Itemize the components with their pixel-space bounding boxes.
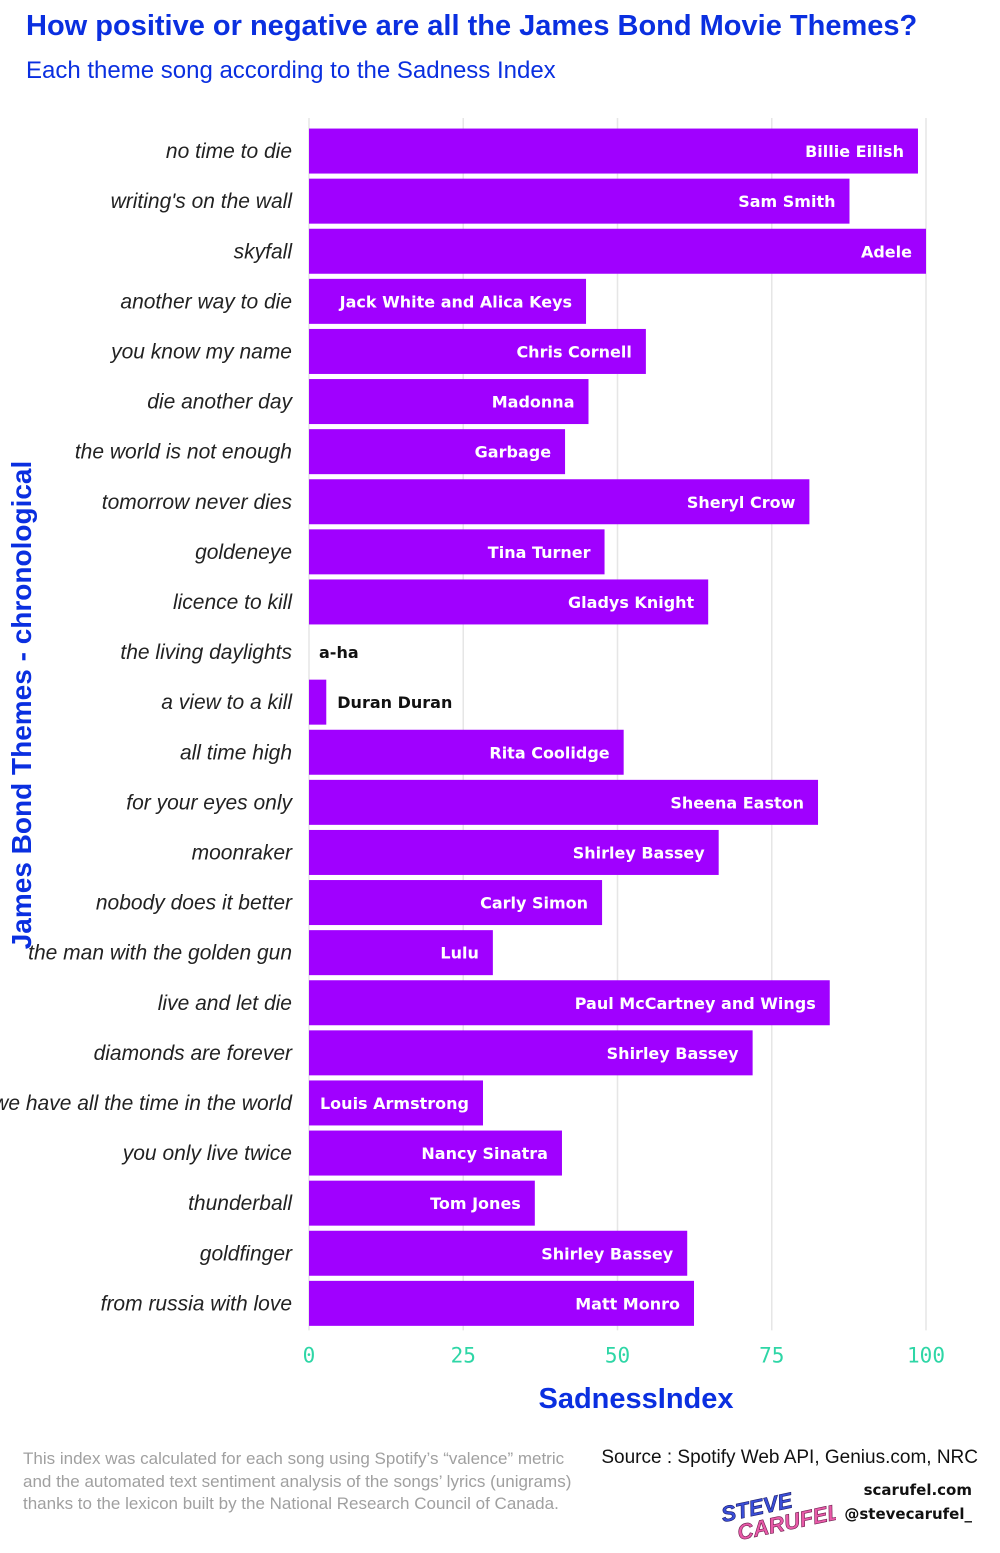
category-label: a view to a kill <box>161 691 293 714</box>
category-label: thunderball <box>188 1192 293 1215</box>
bar <box>309 529 605 575</box>
bar-data-label: Sheena Easton <box>670 793 804 812</box>
bar-data-label: Tina Turner <box>488 543 591 562</box>
category-label: tomorrow never dies <box>102 491 293 514</box>
bar <box>309 1180 535 1226</box>
bar <box>309 880 603 926</box>
bar <box>309 128 918 174</box>
bar-data-label: Matt Monro <box>575 1294 680 1313</box>
bar <box>309 228 926 274</box>
category-label: moonraker <box>192 841 293 864</box>
category-label: the world is not enough <box>75 441 292 464</box>
category-label: skyfall <box>234 240 294 263</box>
x-tick-label: 0 <box>303 1343 316 1367</box>
bar <box>309 1030 753 1076</box>
category-label: another way to die <box>120 290 292 313</box>
bar-data-label: Rita Coolidge <box>489 743 609 762</box>
x-tick-label: 75 <box>759 1343 784 1367</box>
category-label: the living daylights <box>120 641 292 664</box>
data-labels: Billie Eilish Sam Smith Adele Jack White an… <box>319 142 912 1313</box>
x-tick-label: 100 <box>907 1343 945 1367</box>
category-label: die another day <box>147 391 293 414</box>
bar <box>309 178 850 224</box>
bar-data-label: Tom Jones <box>430 1194 521 1213</box>
y-axis-label: James Bond Themes - chronological <box>6 460 37 950</box>
category-label: live and let die <box>158 992 292 1015</box>
bar-chart: no time to die writing's on the wall skyfa… <box>0 118 945 1367</box>
chart-title: How positive or negative are all the Jam… <box>26 10 918 42</box>
bar-data-label: Sam Smith <box>738 192 835 211</box>
bar-data-label: Shirley Bassey <box>541 1244 674 1263</box>
bar-data-label: Paul McCartney and Wings <box>575 994 816 1013</box>
category-label: no time to die <box>166 140 292 163</box>
bar-data-label: Billie Eilish <box>805 142 904 161</box>
bar-data-label: Lulu <box>440 944 478 963</box>
bar-data-label: Jack White and Alica Keys <box>339 292 572 311</box>
category-label: from russia with love <box>101 1292 292 1315</box>
bar <box>309 1130 562 1176</box>
bar <box>309 1280 695 1326</box>
bars <box>309 128 926 1326</box>
category-labels: no time to die writing's on the wall skyfa… <box>0 140 293 1315</box>
bar <box>309 1080 483 1126</box>
bar-data-label: a-ha <box>319 643 359 662</box>
bar-data-label: Chris Cornell <box>516 342 631 361</box>
bar-data-label: Louis Armstrong <box>320 1094 469 1113</box>
bar-data-label: Gladys Knight <box>568 593 695 612</box>
bar-data-label: Madonna <box>492 393 575 412</box>
x-axis-ticks: 0 25 50 75 100 <box>303 1343 945 1367</box>
bar-data-label: Garbage <box>475 443 552 462</box>
bar <box>309 1230 688 1276</box>
category-label: for your eyes only <box>126 791 293 814</box>
social-handle[interactable]: @stevecarufel_ <box>844 1505 972 1523</box>
bar <box>309 328 646 374</box>
methodology-note: This index was calculated for each song … <box>23 1449 572 1513</box>
steve-carufel-logo: STEVE CARUFEL <box>719 1487 836 1540</box>
bar <box>309 829 719 875</box>
bar-data-label: Carly Simon <box>480 894 588 913</box>
bar <box>309 930 493 976</box>
category-label: all time high <box>180 741 292 764</box>
bar-data-label: Shirley Bassey <box>573 843 706 862</box>
website-link[interactable]: scarufel.com <box>863 1481 972 1499</box>
category-label: writing's on the wall <box>111 190 294 213</box>
category-label: the man with the golden gun <box>28 942 292 965</box>
bar <box>309 779 819 825</box>
x-tick-label: 50 <box>605 1343 630 1367</box>
bar <box>309 679 327 725</box>
bar <box>309 379 589 425</box>
bar-data-label: Adele <box>861 242 912 261</box>
bar <box>309 579 709 625</box>
bar-data-label: Nancy Sinatra <box>421 1144 548 1163</box>
bar <box>309 278 587 324</box>
category-label: nobody does it better <box>96 892 293 915</box>
bar-data-label: Sheryl Crow <box>687 493 796 512</box>
category-label: we have all the time in the world <box>0 1092 293 1115</box>
bar-data-label: Shirley Bassey <box>607 1044 740 1063</box>
bar <box>309 479 810 525</box>
x-tick-label: 25 <box>451 1343 476 1367</box>
category-label: goldeneye <box>195 541 292 564</box>
chart-subtitle: Each theme song according to the Sadness… <box>26 57 556 84</box>
category-label: goldfinger <box>200 1242 293 1265</box>
bar <box>309 729 624 775</box>
x-axis-label: SadnessIndex <box>538 1383 734 1415</box>
category-label: diamonds are forever <box>94 1042 293 1065</box>
category-label: you know my name <box>109 340 292 363</box>
bar <box>309 980 830 1026</box>
category-label: you only live twice <box>121 1142 292 1165</box>
category-label: licence to kill <box>173 591 293 614</box>
bar <box>309 429 566 475</box>
source-credit: Source : Spotify Web API, Genius.com, NR… <box>601 1447 978 1468</box>
bar-data-label: Duran Duran <box>337 693 452 712</box>
